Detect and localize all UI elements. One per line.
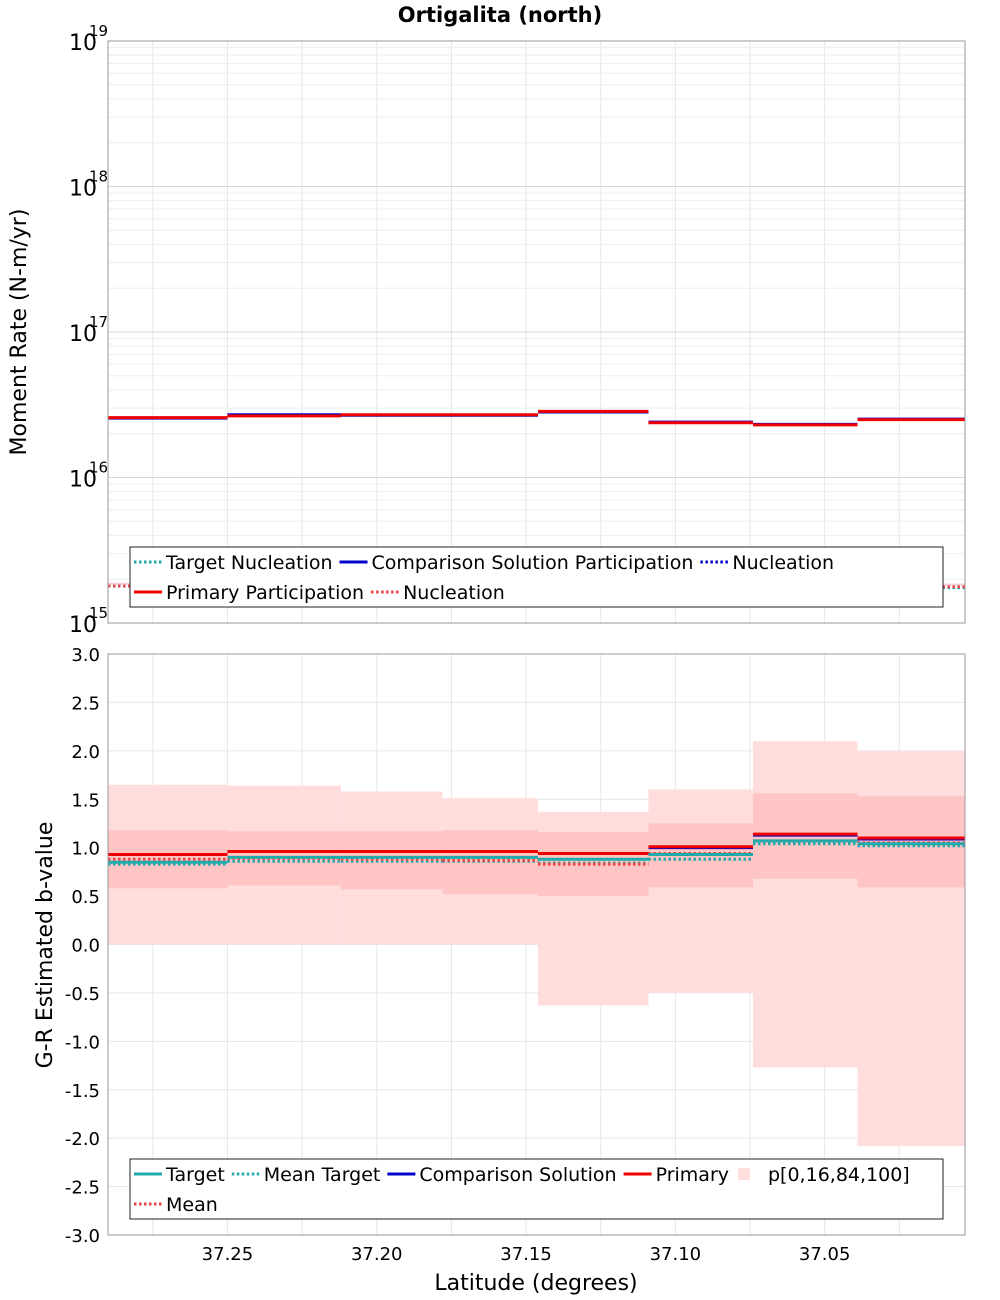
bottom-y-tick-label: 1.0 [71, 839, 100, 860]
legend-label: Comparison Solution [419, 1164, 616, 1186]
bottom-y-tick-label: 1.5 [71, 790, 100, 811]
legend-box [129, 1158, 944, 1220]
x-axis-label: Latitude (degrees) [434, 1271, 637, 1296]
legend-label: Nucleation [732, 552, 834, 574]
legend-label: Comparison Solution Participation [372, 552, 694, 574]
bottom-y-tick-label: -3.0 [65, 1226, 100, 1247]
b-value-panel: 3.0 2.5 2.0 1.5 1.0 0.5 0.0 -0.5 -1.0 -1.5 -2.0 -2.… [33, 645, 966, 1247]
legend-label: Mean [166, 1194, 218, 1216]
bottom-y-axis-label: G-R Estimated b-value [33, 822, 58, 1069]
bottom-series [108, 832, 965, 866]
x-tick-label: 37.20 [351, 1244, 403, 1265]
band-p16-p84 [108, 830, 228, 889]
top-y-tick-exponent: 19 [89, 22, 108, 40]
top-grid [108, 41, 965, 624]
top-y-tick-base: 10 [69, 177, 97, 202]
legend-label: p[0,16,84,100] [768, 1164, 910, 1186]
bottom-plot-frame [107, 653, 966, 1236]
top-y-tick-exponent: 15 [89, 604, 108, 622]
bottom-legend: Target Mean Target Comparison Solution Prim… [129, 1158, 944, 1220]
top-plot-frame [107, 40, 966, 624]
bottom-y-tick-label: -2.0 [65, 1129, 100, 1150]
legend-label: Primary [656, 1164, 729, 1186]
bottom-y-tick-label: 0.5 [71, 887, 100, 908]
bottom-y-tick-label: -2.5 [65, 1178, 100, 1199]
band-p0-p100 [648, 789, 753, 993]
top-y-tick-base: 10 [69, 322, 97, 347]
bottom-y-tick-label: 2.5 [71, 693, 100, 714]
top-y-tick-exponent: 16 [89, 459, 108, 477]
bottom-y-tick-label: 0.0 [71, 936, 100, 957]
x-tick-label: 37.10 [650, 1244, 702, 1265]
bottom-y-tick-label: -1.5 [65, 1081, 100, 1102]
legend-label: Nucleation [403, 582, 505, 604]
x-tick-label: 37.25 [202, 1244, 254, 1265]
top-y-tick-exponent: 18 [89, 168, 108, 186]
bottom-y-tick-label: 2.0 [71, 742, 100, 763]
chart-title: Ortigalita (north) [398, 3, 602, 27]
top-legend: Target Nucleation Comparison Solution Par… [129, 546, 944, 608]
x-tick-labels: 37.25 37.20 37.15 37.10 37.05 [202, 1244, 851, 1265]
top-y-tick-base: 10 [69, 468, 97, 493]
bottom-y-tick-labels: 3.0 2.5 2.0 1.5 1.0 0.5 0.0 -0.5 -1.0 -1.5 -2.0 -2.… [65, 645, 100, 1247]
legend-box [129, 546, 944, 608]
legend-label: Mean Target [264, 1164, 381, 1186]
x-tick-label: 37.05 [799, 1244, 851, 1265]
bottom-y-tick-label: 3.0 [71, 645, 100, 666]
band-p0-p100 [752, 741, 858, 1068]
top-y-axis-label: Moment Rate (N-m/yr) [7, 209, 32, 456]
percentile-bands [108, 741, 965, 1146]
x-tick-label: 37.15 [500, 1244, 552, 1265]
legend-label: Target Nucleation [165, 552, 333, 574]
bottom-y-tick-label: -0.5 [65, 984, 100, 1005]
top-y-tick-base: 10 [69, 31, 97, 56]
band-p16-p84 [857, 796, 965, 888]
top-y-tick-exponent: 17 [89, 313, 108, 331]
top-y-tick-base: 10 [69, 613, 97, 638]
legend-label: Target [165, 1164, 225, 1186]
bottom-y-tick-label: -1.0 [65, 1032, 100, 1053]
legend-swatch [738, 1168, 750, 1180]
legend-label: Primary Participation [166, 582, 364, 604]
